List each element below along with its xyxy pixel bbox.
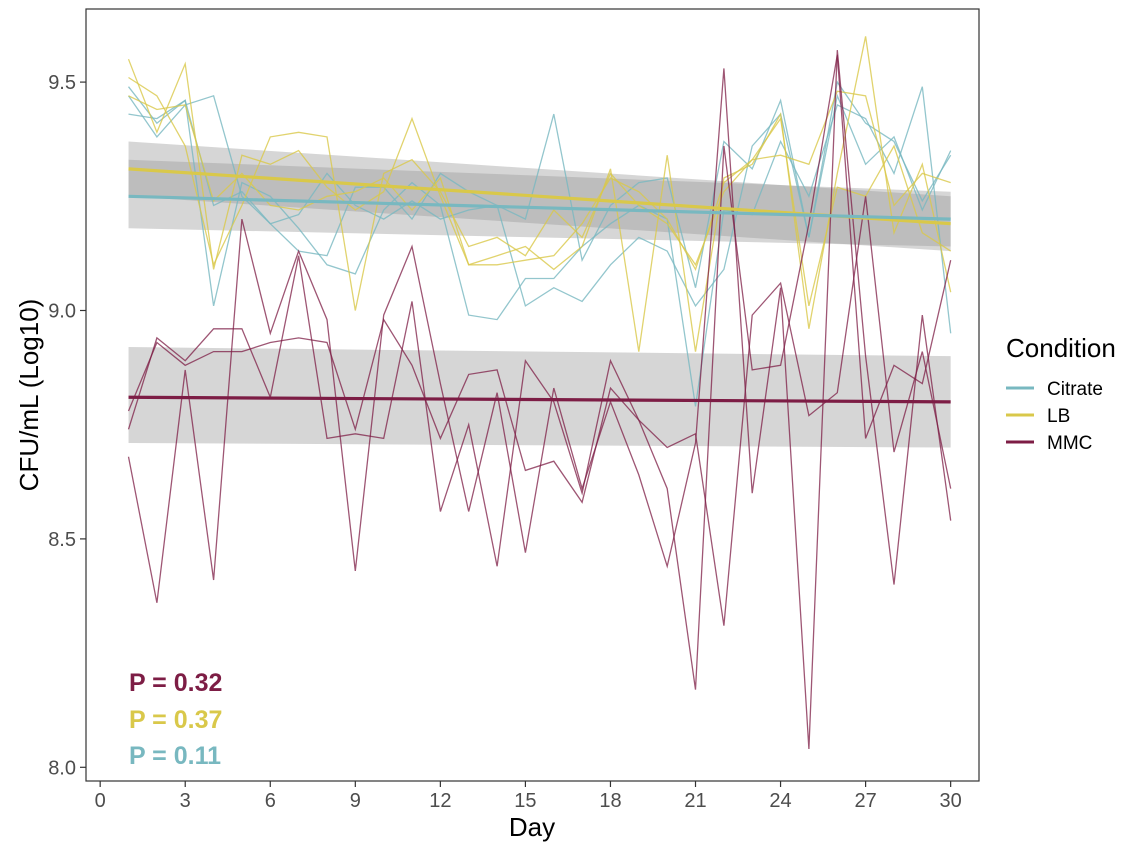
plot-panel-border	[85, 8, 980, 782]
series-line-lb-2	[128, 76, 951, 311]
p-value-annotation: P = 0.37	[129, 706, 222, 734]
y-axis: 8.0 8.5 9.0 9.5	[48, 72, 86, 779]
series-line-mmc-1	[127, 50, 952, 750]
y-axis-title: CFU/mL (Log10)	[14, 299, 44, 492]
x-axis-title: Day	[509, 812, 555, 842]
x-tick-label: 30	[940, 790, 962, 812]
x-tick-label: 21	[684, 790, 706, 812]
y-tick-label: 9.5	[48, 72, 76, 94]
p-value-annotation: P = 0.32	[129, 669, 222, 697]
y-tick-label: 8.5	[48, 529, 76, 551]
legend-label-lb: LB	[1047, 406, 1070, 427]
trend-lines	[128, 167, 951, 404]
legend-label-mmc: MMC	[1047, 433, 1092, 454]
trend-line-citrate	[128, 194, 951, 221]
y-tick-label: 8.0	[48, 757, 76, 779]
p-value-annotations: P = 0.32 P = 0.37 P = 0.11	[129, 669, 222, 770]
x-tick-label: 6	[265, 790, 276, 812]
x-tick-label: 9	[350, 790, 361, 812]
ci-band-mmc	[128, 347, 951, 448]
series-line-citrate-2	[128, 86, 952, 407]
p-value-annotation: P = 0.11	[129, 742, 221, 770]
x-tick-label: 12	[429, 790, 451, 812]
legend: Condition Citrate LB MMC	[1006, 333, 1116, 454]
x-tick-label: 3	[180, 790, 191, 812]
x-tick-label: 0	[95, 790, 106, 812]
series-line-citrate-3	[127, 80, 952, 308]
x-tick-label: 24	[769, 790, 791, 812]
x-axis: 0 3 6 9 12 15 18 21 24 27 30	[95, 781, 962, 812]
x-tick-label: 18	[599, 790, 621, 812]
y-tick-label: 9.0	[48, 300, 76, 322]
series-line-mmc-3	[127, 196, 952, 626]
x-tick-label: 27	[854, 790, 876, 812]
legend-title: Condition	[1006, 333, 1116, 363]
trend-line-mmc	[128, 395, 951, 404]
legend-label-citrate: Citrate	[1047, 379, 1103, 400]
x-tick-label: 15	[514, 790, 536, 812]
series-line-mmc-2	[127, 54, 952, 690]
